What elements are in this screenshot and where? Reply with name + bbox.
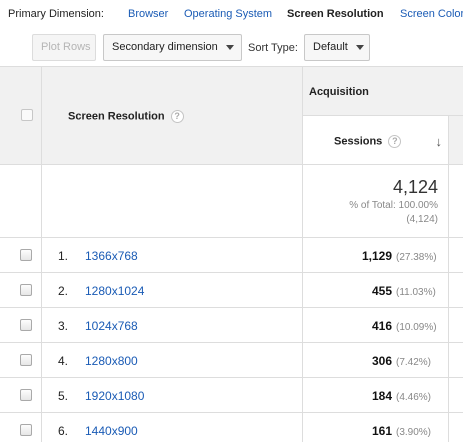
totals-check-cell xyxy=(0,165,42,238)
row-checkbox[interactable] xyxy=(20,319,32,331)
sessions-column-header[interactable]: Sessions? ↓ xyxy=(303,116,449,165)
row-sessions-cell: 455 (11.03%) xyxy=(303,273,449,307)
row-next-cell xyxy=(449,378,463,412)
acquisition-group-header: Acquisition xyxy=(303,67,463,116)
row-sessions-percent: (10.09%) xyxy=(396,322,437,333)
row-next-cell xyxy=(449,273,463,307)
totals-next-cell xyxy=(449,165,463,238)
row-sessions-value: 184 xyxy=(371,389,392,403)
row-dimension-cell: 6. 1440x900 xyxy=(42,413,303,442)
chevron-down-icon xyxy=(355,44,364,50)
table-row: 5. 1920x1080 184 (4.46%) xyxy=(0,378,463,413)
row-sessions-value: 306 xyxy=(371,354,392,368)
row-dimension-cell: 5. 1920x1080 xyxy=(42,378,303,412)
totals-percent: % of Total: 100.00% xyxy=(349,200,438,211)
row-next-cell xyxy=(449,413,463,442)
row-sessions-cell: 161 (3.90%) xyxy=(303,413,449,442)
table-toolbar: Plot Rows Secondary dimension Sort Type:… xyxy=(0,30,463,66)
row-sessions-value: 416 xyxy=(371,319,392,333)
row-dimension-link[interactable]: 1280x1024 xyxy=(85,284,145,298)
row-sessions-cell: 184 (4.46%) xyxy=(303,378,449,412)
row-sessions-percent: (7.42%) xyxy=(396,357,432,368)
row-dimension-link[interactable]: 1024x768 xyxy=(85,319,138,333)
select-all-checkbox[interactable] xyxy=(21,109,33,121)
row-check-cell xyxy=(0,273,42,307)
row-check-cell xyxy=(0,413,42,442)
secondary-dimension-dropdown[interactable]: Secondary dimension xyxy=(103,34,242,61)
row-sessions-percent: (27.38%) xyxy=(396,252,437,263)
row-check-cell xyxy=(0,343,42,377)
row-dimension-link[interactable]: 1920x1080 xyxy=(85,389,145,403)
row-check-cell xyxy=(0,308,42,342)
sort-type-label: Sort Type: xyxy=(248,42,298,54)
totals-sessions-cell: 4,124 % of Total: 100.00% (4,124) xyxy=(303,165,449,238)
chevron-down-icon xyxy=(225,44,234,50)
row-sessions-percent: (4.46%) xyxy=(396,392,432,403)
table-row: 4. 1280x800 306 (7.42%) xyxy=(0,343,463,378)
sessions-column-title-text: Sessions xyxy=(334,135,383,148)
acquisition-title: Acquisition xyxy=(309,86,369,98)
table-row: 1. 1366x768 1,129 (27.38%) xyxy=(0,238,463,273)
row-checkbox[interactable] xyxy=(20,284,32,296)
row-checkbox[interactable] xyxy=(20,389,32,401)
row-index: 5. xyxy=(58,389,69,403)
sort-type-value: Default xyxy=(313,41,348,53)
row-dimension-cell: 3. 1024x768 xyxy=(42,308,303,342)
data-table: Screen Resolution? Acquisition Sessions?… xyxy=(0,66,463,442)
row-index: 6. xyxy=(58,424,69,438)
sort-type-dropdown[interactable]: Default xyxy=(304,34,370,61)
row-sessions-value: 161 xyxy=(371,424,392,438)
totals-absolute: (4,124) xyxy=(406,214,438,225)
dimension-column-title-text: Screen Resolution xyxy=(68,110,165,123)
row-checkbox[interactable] xyxy=(20,354,32,366)
select-all-header xyxy=(0,67,42,165)
row-sessions-cell: 416 (10.09%) xyxy=(303,308,449,342)
row-check-cell xyxy=(0,238,42,272)
plot-rows-button[interactable]: Plot Rows xyxy=(32,34,96,61)
sessions-column-title: Sessions? xyxy=(334,135,402,148)
sort-descending-icon[interactable]: ↓ xyxy=(435,134,443,149)
row-dimension-link[interactable]: 1280x800 xyxy=(85,354,138,368)
table-row: 2. 1280x1024 455 (11.03%) xyxy=(0,273,463,308)
row-sessions-cell: 1,129 (27.38%) xyxy=(303,238,449,272)
totals-value: 4,124 xyxy=(392,177,438,197)
row-index: 3. xyxy=(58,319,69,333)
dimension-option-browser[interactable]: Browser xyxy=(128,8,169,20)
totals-dimension-cell xyxy=(42,165,303,238)
table-row: 6. 1440x900 161 (3.90%) xyxy=(0,413,463,442)
row-index: 4. xyxy=(58,354,69,368)
row-dimension-cell: 1. 1366x768 xyxy=(42,238,303,272)
row-next-cell xyxy=(449,238,463,272)
help-icon[interactable]: ? xyxy=(170,110,184,123)
row-next-cell xyxy=(449,343,463,377)
row-sessions-cell: 306 (7.42%) xyxy=(303,343,449,377)
row-dimension-cell: 2. 1280x1024 xyxy=(42,273,303,307)
next-column-header xyxy=(449,116,463,165)
row-sessions-value: 455 xyxy=(371,284,392,298)
dimension-option-screen-colors[interactable]: Screen Colors xyxy=(400,8,463,20)
dimension-column-title: Screen Resolution? xyxy=(68,110,184,123)
row-checkbox[interactable] xyxy=(20,249,32,261)
primary-dimension-label: Primary Dimension: xyxy=(8,8,104,20)
row-sessions-value: 1,129 xyxy=(361,249,392,263)
row-checkbox[interactable] xyxy=(20,424,32,436)
row-sessions-percent: (3.90%) xyxy=(396,427,432,438)
row-next-cell xyxy=(449,308,463,342)
row-sessions-percent: (11.03%) xyxy=(396,287,436,298)
row-dimension-link[interactable]: 1366x768 xyxy=(85,249,138,263)
dimension-option-operating-system[interactable]: Operating System xyxy=(184,8,273,20)
row-dimension-cell: 4. 1280x800 xyxy=(42,343,303,377)
row-index: 1. xyxy=(58,249,69,263)
dimension-option-screen-resolution[interactable]: Screen Resolution xyxy=(287,8,384,20)
help-icon[interactable]: ? xyxy=(388,135,402,148)
row-index: 2. xyxy=(58,284,69,298)
secondary-dimension-label: Secondary dimension xyxy=(112,41,218,53)
row-dimension-link[interactable]: 1440x900 xyxy=(85,424,138,438)
table-row: 3. 1024x768 416 (10.09%) xyxy=(0,308,463,343)
row-check-cell xyxy=(0,378,42,412)
dimension-column-header[interactable]: Screen Resolution? xyxy=(42,67,303,165)
primary-dimension-bar: Primary Dimension: Browser Operating Sys… xyxy=(0,0,463,30)
